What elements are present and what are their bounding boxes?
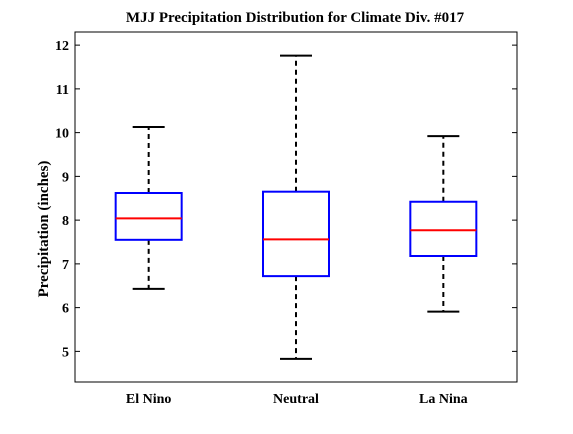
y-tick-label: 6 bbox=[62, 302, 69, 317]
box-el-nino bbox=[114, 125, 183, 290]
y-axis: 5 6 7 8 9 10 11 12 bbox=[55, 39, 517, 360]
iqr-box bbox=[262, 190, 330, 278]
y-tick-label: 8 bbox=[62, 214, 69, 229]
iqr-box bbox=[114, 192, 183, 241]
x-tick-label: La Nina bbox=[419, 392, 468, 407]
y-tick-label: 11 bbox=[56, 83, 69, 98]
y-tick-label: 7 bbox=[62, 258, 69, 273]
boxes bbox=[114, 54, 478, 360]
y-tick-label: 10 bbox=[55, 127, 69, 142]
y-tick-label: 12 bbox=[55, 39, 69, 54]
x-tick-label: Neutral bbox=[273, 392, 319, 407]
plot-area-frame bbox=[74, 31, 518, 383]
y-tick-label: 5 bbox=[62, 345, 69, 360]
x-tick-label: El Nino bbox=[126, 392, 172, 407]
box-neutral bbox=[262, 54, 330, 360]
iqr-box bbox=[409, 200, 478, 257]
box-la-nina bbox=[409, 135, 478, 313]
y-tick-label: 9 bbox=[62, 170, 69, 185]
chart-title: MJJ Precipitation Distribution for Clima… bbox=[126, 10, 465, 26]
x-axis: El Nino Neutral La Nina bbox=[126, 392, 468, 407]
y-axis-label: Precipitation (inches) bbox=[36, 161, 52, 298]
